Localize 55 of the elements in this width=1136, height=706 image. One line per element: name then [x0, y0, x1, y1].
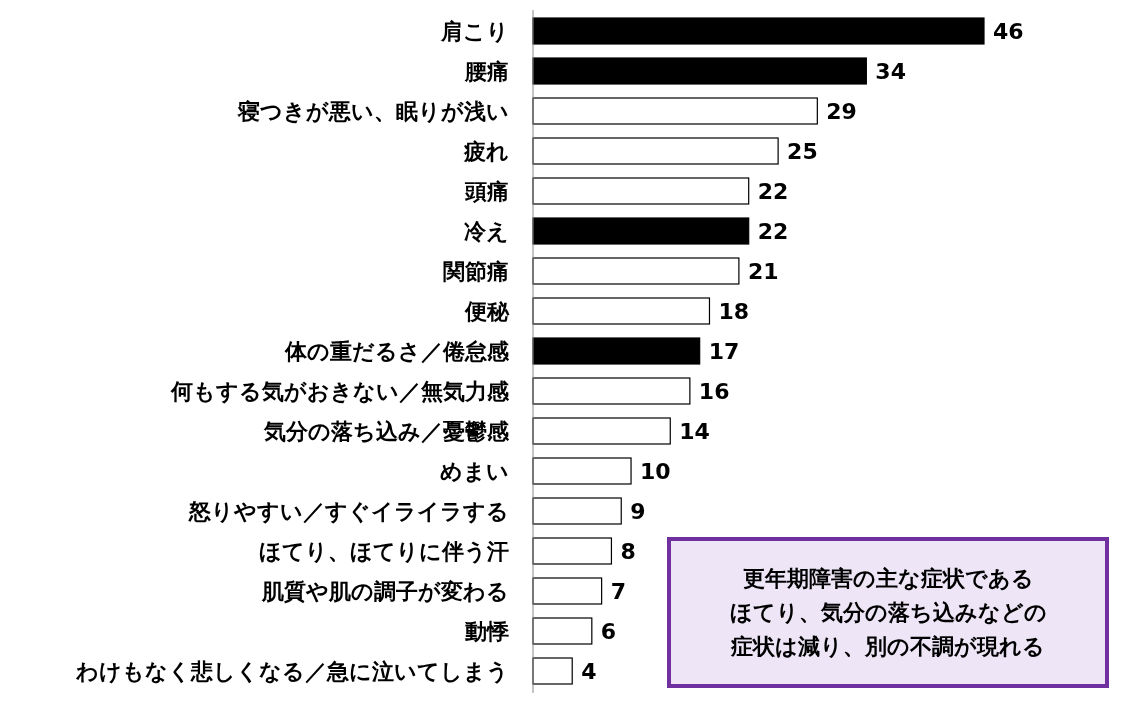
data-label: 18: [718, 299, 750, 324]
bar: [532, 577, 603, 605]
data-label: 25: [787, 139, 818, 164]
y-tick-label: わけもなく悲しくなる／急に泣いてしまう: [75, 659, 509, 684]
data-label: 10: [640, 459, 671, 484]
data-label: 21: [747, 259, 779, 284]
y-tick-label: 冷え: [464, 219, 509, 244]
data-label: 22: [757, 179, 789, 204]
data-label: 29: [826, 99, 857, 124]
data-label: 46: [993, 19, 1024, 44]
data-label: 34: [875, 59, 906, 84]
annotation: ほてり、気分の落ち込みなどの: [729, 600, 1047, 625]
y-tick-label: 気分の落ち込み／憂鬱感: [263, 419, 510, 444]
bar: [532, 537, 613, 565]
y-tick-label: ほてり、ほてりに伴う汗: [259, 539, 509, 564]
bar: [532, 657, 573, 685]
data-label: 6: [600, 619, 617, 644]
y-tick-label: 肌質や肌の調子が変わる: [261, 579, 509, 604]
bar: [532, 297, 711, 325]
bar: [532, 177, 750, 205]
y-tick-label: 頭痛: [464, 179, 509, 204]
bar: [532, 417, 671, 445]
y-tick-label: 動悸: [464, 619, 509, 644]
bar: [532, 617, 593, 645]
y-tick-label: めまい: [440, 459, 509, 484]
bar: [532, 17, 985, 45]
data-label: 4: [581, 659, 597, 684]
bar: [532, 137, 779, 165]
y-tick-label: 怒りやすい／すぐイライラする: [188, 499, 509, 524]
annotation: 症状は減り、別の不調が現れる: [730, 634, 1045, 659]
data-label: 22: [757, 219, 789, 244]
data-label: 8: [620, 539, 636, 564]
y-tick-label: 体の重だるさ／倦怠感: [284, 339, 510, 364]
data-label: 16: [698, 379, 730, 404]
bar: [532, 377, 691, 405]
data-label: 14: [679, 419, 710, 444]
bar: [532, 57, 867, 85]
y-tick-label: 寝つきが悪い、眠りが浅い: [237, 99, 509, 124]
y-tick-label: 肩こり: [440, 19, 509, 44]
bar: [532, 337, 701, 365]
y-tick-label: 腰痛: [464, 59, 509, 84]
data-label: 9: [630, 499, 646, 524]
bar: [532, 497, 622, 525]
y-tick-label: 何もする気がおきない／無気力感: [170, 379, 510, 404]
data-label: 17: [708, 339, 740, 364]
y-tick-label: 関節痛: [443, 259, 509, 284]
bar: [532, 97, 818, 125]
data-label: 7: [610, 579, 626, 604]
y-tick-label: 疲れ: [463, 139, 509, 164]
annotation-box: 更年期障害の主な症状である ほてり、気分の落ち込みなどの 症状は減り、別の不調が現れる: [667, 537, 1109, 688]
annotation: 更年期障害の主な症状である: [742, 566, 1034, 591]
bar: [532, 457, 632, 485]
bar: [532, 217, 750, 245]
bar: [532, 257, 740, 285]
y-tick-label: 便秘: [464, 299, 510, 324]
